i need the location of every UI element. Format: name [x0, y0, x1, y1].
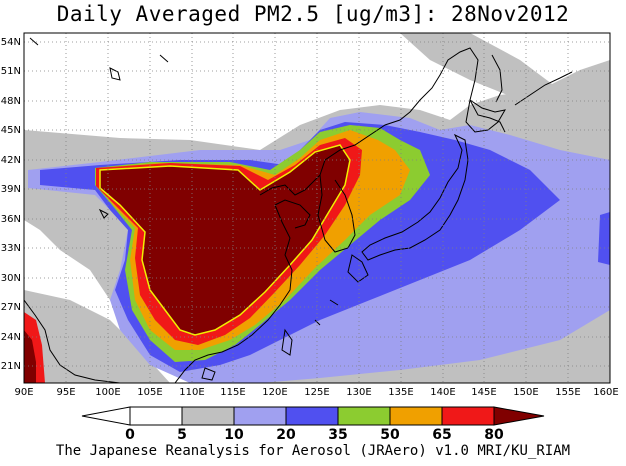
coastlines [24, 37, 573, 383]
colorbar: 0 5 10 20 35 50 65 80 [81, 406, 545, 443]
hainan [201, 367, 216, 381]
level-80-area [100, 145, 350, 335]
lat-label: 33N [1, 243, 21, 254]
lon-label: 155E [555, 387, 580, 398]
colorbar-bin [129, 406, 183, 426]
colorbar-tick-label: 35 [328, 427, 347, 443]
latitude-labels: 54N 51N 48N 45N 42N 39N 36N 33N 30N 27N … [1, 37, 21, 372]
lon-label: 150E [513, 387, 538, 398]
lat-label: 51N [1, 66, 21, 77]
level-5-area-south-west [24, 290, 170, 383]
lon-label: 100E [95, 387, 120, 398]
colorbar-bin [389, 406, 443, 426]
china-east-coastline [174, 204, 293, 383]
lat-label: 21N [1, 361, 21, 372]
yellow-contour [99, 144, 351, 336]
japan-honshu [361, 133, 469, 261]
plot-frame [23, 32, 611, 384]
colorbar-left-arrow [81, 406, 131, 426]
map-title: Daily Averaged PM2.5 [ug/m3]: 28Nov2012 [56, 2, 570, 26]
colorbar-tick-label: 50 [380, 427, 400, 443]
lat-label: 48N [1, 96, 21, 107]
indochina-coastline [24, 299, 121, 383]
level-80-sw-patch [24, 330, 36, 383]
lat-label: 36N [1, 214, 21, 225]
lon-label: 105E [137, 387, 162, 398]
lon-label: 130E [346, 387, 371, 398]
colorbar-tick-label: 0 [125, 427, 135, 443]
colorbar-bin [181, 406, 235, 426]
footer-credit: The Japanese Reanalysis for Aerosol (JRA… [55, 443, 571, 459]
lon-label: 120E [262, 387, 287, 398]
gridlines [24, 33, 610, 383]
lon-label: 110E [179, 387, 204, 398]
lon-label: 135E [388, 387, 413, 398]
caspian-detail [29, 37, 169, 63]
bohai-coastline [274, 199, 311, 229]
lon-label: 160E [593, 387, 618, 398]
taiwan [281, 328, 293, 356]
colorbar-right-arrow [493, 406, 545, 426]
lon-label: 125E [304, 387, 329, 398]
lon-label: 95E [56, 387, 75, 398]
colorbar-tick-label: 10 [224, 427, 244, 443]
lat-label: 42N [1, 155, 21, 166]
asia-coastline [259, 47, 506, 196]
longitude-labels: 90E 95E 100E 105E 110E 115E 120E 125E 13… [14, 387, 618, 398]
japan-hokkaido [465, 99, 506, 133]
lon-label: 140E [430, 387, 455, 398]
ryukyu-islands [314, 299, 339, 326]
colorbar-tick-label: 5 [177, 427, 187, 443]
level-20-east-patch [598, 212, 610, 265]
lake-baikal [109, 67, 121, 81]
colorbar-tick-label: 65 [432, 427, 451, 443]
level-5-area-north [400, 33, 560, 100]
colorbar-bin [337, 406, 391, 426]
korea-coastline [317, 174, 356, 253]
lat-label: 24N [1, 332, 21, 343]
lon-label: 90E [14, 387, 33, 398]
sakhalin [491, 54, 503, 103]
lon-label: 145E [471, 387, 496, 398]
lat-label: 45N [1, 125, 21, 136]
inner-lake [98, 208, 109, 219]
colorbar-tick-label: 80 [484, 427, 504, 443]
lat-label: 54N [1, 37, 21, 48]
colorbar-tick-label: 20 [276, 427, 296, 443]
colorbar-bin [441, 406, 495, 426]
lat-label: 39N [1, 184, 21, 195]
lat-label: 27N [1, 302, 21, 313]
kuril-islands [514, 71, 573, 106]
lon-label: 115E [220, 387, 245, 398]
colorbar-bin [233, 406, 287, 426]
japan-kyushu [347, 254, 369, 283]
lat-label: 30N [1, 273, 21, 284]
colorbar-bin [285, 406, 339, 426]
